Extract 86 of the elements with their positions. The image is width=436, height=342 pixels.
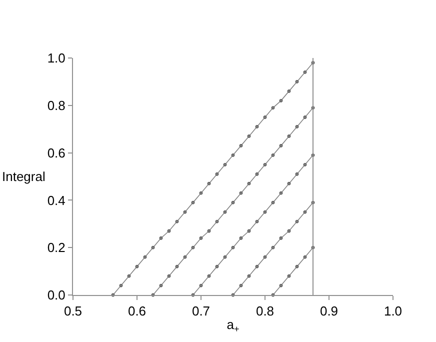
point xyxy=(239,191,243,195)
point xyxy=(295,172,299,176)
point xyxy=(239,144,243,148)
point xyxy=(135,264,139,268)
point xyxy=(303,70,307,74)
point xyxy=(207,229,211,233)
point xyxy=(167,229,171,233)
point xyxy=(143,255,147,259)
point xyxy=(127,274,131,278)
point xyxy=(239,236,243,240)
point xyxy=(271,246,275,250)
point xyxy=(215,264,219,268)
point xyxy=(287,134,291,138)
point xyxy=(303,255,307,259)
y-tick-label: 0.4 xyxy=(47,192,66,208)
point xyxy=(191,200,195,204)
point xyxy=(279,236,283,240)
point xyxy=(263,210,267,214)
x-axis-title: a$_{+}$ xyxy=(226,317,240,334)
point xyxy=(223,162,227,166)
point xyxy=(271,200,275,204)
point xyxy=(175,220,179,224)
point xyxy=(295,80,299,84)
point xyxy=(279,191,283,195)
point xyxy=(303,162,307,166)
point xyxy=(287,274,291,278)
point xyxy=(247,229,251,233)
point xyxy=(271,153,275,157)
x-tick-label: 0.6 xyxy=(128,304,146,319)
line-series xyxy=(151,106,315,297)
point xyxy=(247,182,251,186)
point xyxy=(119,284,123,288)
point xyxy=(287,89,291,93)
point xyxy=(303,210,307,214)
point xyxy=(263,116,267,119)
point xyxy=(191,246,195,250)
point xyxy=(287,182,291,186)
point xyxy=(151,246,155,250)
point xyxy=(247,274,251,278)
point xyxy=(215,172,219,176)
point xyxy=(231,153,235,157)
x-tick-label: 0.5 xyxy=(64,304,82,319)
point xyxy=(199,236,203,240)
point xyxy=(295,125,299,128)
point xyxy=(295,220,299,224)
point xyxy=(279,98,283,102)
point xyxy=(263,255,267,259)
point xyxy=(183,210,187,214)
point xyxy=(231,246,235,250)
point xyxy=(159,284,163,288)
point xyxy=(159,236,163,240)
point xyxy=(223,255,227,259)
point xyxy=(215,220,219,224)
point xyxy=(207,182,211,186)
point xyxy=(183,255,187,259)
point xyxy=(255,125,259,128)
point xyxy=(167,274,171,278)
y-tick-label: 1.0 xyxy=(47,50,66,66)
point xyxy=(263,162,267,166)
y-tick-label: 0.2 xyxy=(47,240,66,256)
x-tick-label: 0.8 xyxy=(256,304,274,319)
point xyxy=(207,274,211,278)
point xyxy=(303,116,307,119)
point xyxy=(271,106,275,110)
line-series xyxy=(111,61,315,297)
y-axis-title: Integral xyxy=(2,169,46,184)
point xyxy=(247,134,251,138)
point xyxy=(199,191,203,195)
point xyxy=(231,200,235,204)
x-tick-label: 1.0 xyxy=(384,304,402,319)
point xyxy=(175,264,179,268)
point xyxy=(255,220,259,224)
point xyxy=(287,229,291,233)
y-tick-label: 0.6 xyxy=(47,145,66,160)
point xyxy=(255,172,259,176)
y-tick-label: 0.0 xyxy=(47,288,66,303)
x-tick-label: 0.7 xyxy=(192,304,210,319)
point xyxy=(255,264,259,268)
point xyxy=(279,284,283,288)
point xyxy=(223,210,227,214)
point xyxy=(295,264,299,268)
point xyxy=(199,284,203,288)
x-tick-label: 0.9 xyxy=(320,304,338,319)
y-tick-label: 0.8 xyxy=(47,98,66,113)
point xyxy=(279,144,283,148)
point xyxy=(239,284,243,288)
